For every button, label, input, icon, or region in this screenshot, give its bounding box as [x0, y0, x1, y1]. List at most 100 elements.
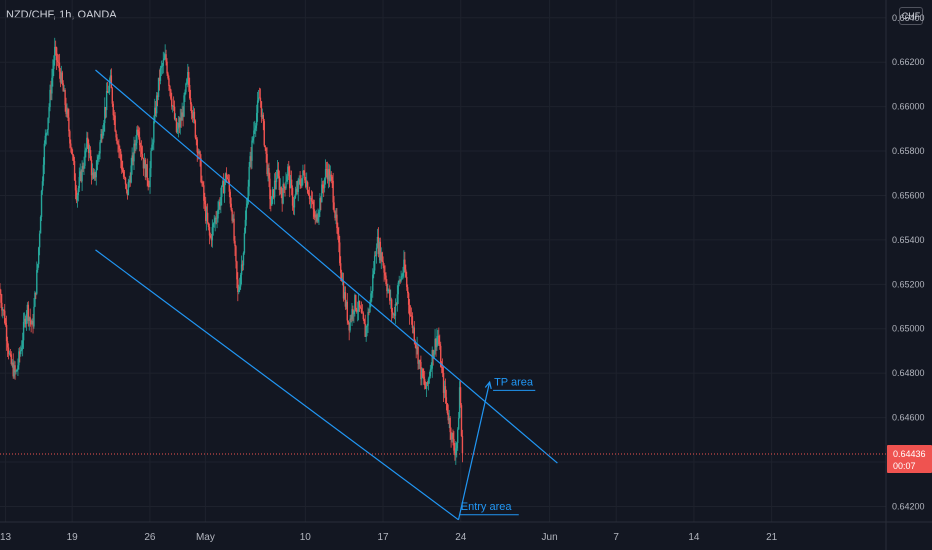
candle-body: [118, 144, 120, 150]
candle-body: [412, 327, 415, 329]
candle-body: [7, 347, 10, 354]
candle-body: [123, 176, 126, 178]
candle-body: [363, 319, 365, 324]
candle-body: [156, 95, 159, 98]
candle-body: [99, 142, 101, 154]
candle-body: [13, 365, 15, 377]
time-tick-label: 19: [67, 532, 79, 543]
candle-body: [362, 313, 365, 320]
candle-body: [339, 263, 342, 273]
candle-body: [203, 185, 205, 201]
candle-body: [335, 214, 337, 218]
candle-body: [348, 322, 350, 331]
candle-body: [460, 405, 463, 437]
candle-body: [405, 269, 407, 277]
candle-body: [320, 198, 322, 203]
candle-body: [11, 362, 13, 365]
candle-body: [381, 252, 383, 262]
time-axis[interactable]: 13 19 26 May 10 17 24 Jun 7 14 21: [0, 532, 778, 543]
candle-body: [276, 169, 279, 178]
candle-body: [249, 156, 251, 167]
candle-body: [396, 294, 399, 305]
candle-body: [432, 349, 434, 359]
candle-body: [138, 131, 140, 138]
candle-body: [436, 336, 438, 348]
candle-body: [406, 276, 408, 288]
candle-body: [128, 180, 130, 183]
candle-body: [121, 160, 123, 170]
candle-body: [132, 155, 134, 162]
candle-body: [296, 188, 298, 192]
candle-body: [309, 197, 312, 200]
candle-body: [365, 326, 367, 337]
candle-body: [188, 71, 190, 86]
candle-body: [433, 351, 435, 359]
candle-body: [93, 172, 96, 179]
candle-body: [353, 310, 355, 315]
candle-body: [243, 232, 246, 253]
candle-body: [172, 105, 174, 107]
candle-body: [258, 97, 261, 99]
candle-body: [153, 121, 155, 143]
last-price-value: 0.64436: [893, 449, 926, 459]
candle-body: [185, 83, 187, 93]
candle-body: [237, 279, 239, 292]
candle-body: [324, 169, 327, 179]
candle-body: [69, 131, 71, 144]
channel-lower-line[interactable]: [95, 249, 459, 521]
candle-body: [282, 184, 284, 204]
candle-body: [171, 98, 173, 107]
candle-body: [431, 349, 433, 369]
candle-body: [255, 112, 258, 126]
currency-badge[interactable]: CHF: [899, 7, 923, 25]
candle-body: [228, 181, 231, 192]
candle-body: [160, 66, 163, 68]
candle-body: [183, 95, 185, 117]
candle-body: [88, 143, 90, 153]
candle-body: [165, 54, 167, 62]
candle-body: [384, 272, 386, 276]
candle-body: [286, 176, 288, 182]
candle-body: [96, 159, 98, 170]
candle-body: [322, 184, 324, 188]
candle-body: [125, 184, 128, 190]
candle-body: [252, 138, 254, 141]
candle-body: [85, 148, 87, 151]
candle-body: [95, 169, 97, 178]
candle-body: [425, 382, 428, 389]
candle-body: [338, 234, 340, 243]
candle-body: [389, 289, 391, 301]
drawings[interactable]: TP area Entry area: [95, 69, 558, 521]
candle-body: [43, 143, 46, 165]
channel-upper-line[interactable]: [95, 69, 558, 464]
candle-body: [201, 182, 203, 183]
candle-body: [98, 153, 100, 157]
candle-body: [281, 193, 283, 204]
candle-body: [305, 180, 307, 187]
candle-body: [87, 137, 89, 144]
candle-body: [155, 107, 157, 114]
candle-body: [154, 107, 156, 122]
candle-body: [178, 123, 181, 128]
tp-area-label[interactable]: TP area: [494, 376, 534, 388]
candle-body: [40, 190, 43, 217]
candle-body: [51, 77, 53, 94]
entry-area-label[interactable]: Entry area: [461, 501, 513, 513]
candle-body: [350, 318, 352, 320]
candle-body: [315, 214, 317, 218]
candle-body: [109, 75, 112, 82]
candle-body: [428, 376, 431, 379]
candle-body: [308, 195, 311, 200]
candle-body: [172, 105, 175, 107]
candle-body: [158, 77, 161, 81]
candle-body: [317, 217, 319, 222]
candle-body: [379, 241, 382, 261]
candle-body: [25, 314, 28, 325]
projection-path[interactable]: [457, 381, 491, 520]
candle-body: [145, 164, 147, 178]
candle-body: [454, 450, 456, 456]
candle-body: [56, 60, 59, 63]
price-axis[interactable]: 0.66400 0.66200 0.66000 0.65800 0.65600 0.654…: [892, 13, 925, 512]
candle-body: [146, 164, 148, 181]
